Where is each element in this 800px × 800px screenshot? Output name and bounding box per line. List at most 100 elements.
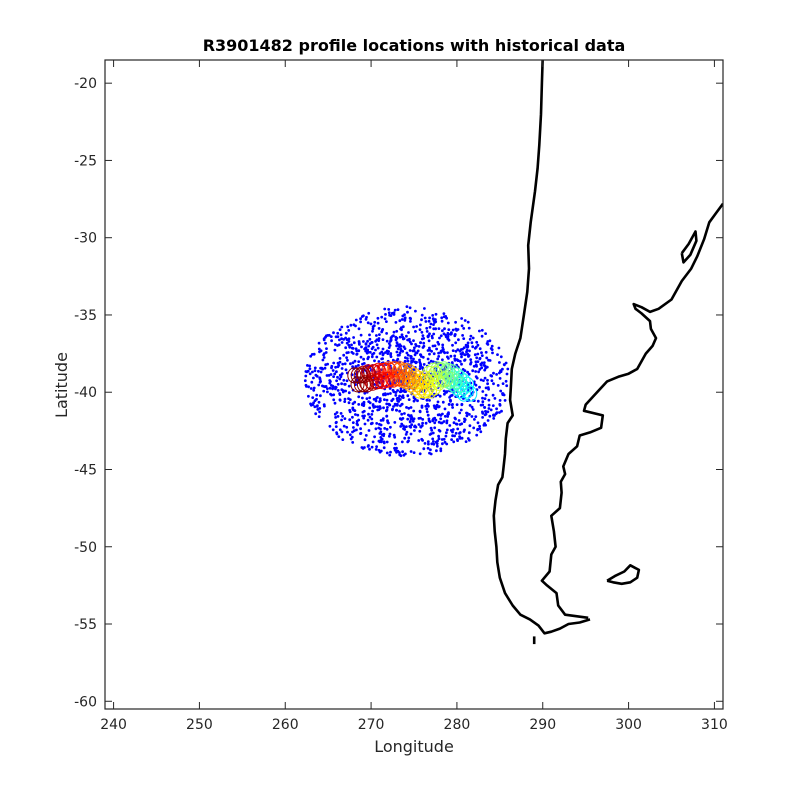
historical-point: [456, 348, 460, 351]
historical-point: [477, 370, 480, 374]
trajectory-point: [423, 382, 437, 399]
historical-point: [406, 440, 410, 444]
historical-point: [379, 423, 383, 427]
y-tick-label: -30: [74, 231, 97, 247]
historical-point: [335, 432, 339, 436]
historical-point: [407, 406, 411, 410]
historical-point: [318, 410, 321, 414]
historical-point: [359, 333, 363, 337]
historical-point: [367, 344, 371, 348]
historical-point: [361, 414, 365, 418]
historical-point: [343, 362, 347, 366]
historical-point: [307, 385, 310, 389]
historical-point: [393, 402, 397, 406]
historical-point: [499, 389, 503, 393]
historical-point: [466, 320, 470, 324]
historical-point: [421, 418, 425, 421]
historical-point: [470, 415, 474, 418]
historical-point: [460, 324, 464, 328]
historical-point: [386, 406, 389, 409]
historical-point: [347, 340, 351, 343]
historical-point: [306, 369, 310, 373]
historical-point: [480, 361, 484, 365]
historical-point: [441, 442, 444, 446]
historical-point: [418, 409, 422, 413]
historical-point: [342, 338, 346, 341]
historical-point: [451, 349, 455, 352]
historical-point: [315, 393, 319, 397]
historical-point: [351, 407, 355, 411]
historical-point: [450, 361, 454, 364]
historical-point: [478, 424, 481, 428]
historical-point: [380, 357, 384, 361]
historical-point: [385, 402, 389, 406]
historical-point: [304, 374, 308, 378]
historical-point: [440, 438, 444, 441]
historical-point: [333, 401, 337, 405]
y-axis-label: Latitude: [52, 352, 71, 418]
historical-point: [312, 386, 316, 390]
x-axis-label: Longitude: [374, 737, 454, 756]
historical-point: [372, 324, 376, 328]
historical-point: [341, 414, 344, 418]
y-axis: -20 -25 -30 -35 -40 -45 -50 -55 -60: [74, 76, 723, 710]
historical-point: [309, 387, 313, 390]
historical-point: [427, 339, 431, 343]
historical-point: [471, 408, 475, 411]
historical-point: [398, 345, 401, 348]
historical-point: [317, 369, 320, 373]
historical-point: [471, 369, 475, 373]
historical-point: [376, 405, 380, 409]
historical-point: [309, 402, 312, 406]
historical-point: [456, 439, 459, 442]
historical-point: [387, 342, 391, 345]
trajectory-point: [403, 376, 418, 393]
historical-point: [396, 389, 399, 392]
historical-point: [328, 424, 332, 428]
historical-point: [478, 347, 482, 351]
historical-point: [423, 307, 426, 310]
historical-point: [379, 427, 382, 431]
historical-point: [399, 327, 402, 331]
historical-point: [398, 335, 402, 339]
historical-point: [430, 428, 434, 432]
historical-point: [352, 341, 356, 345]
historical-point: [361, 362, 364, 366]
historical-point: [366, 350, 370, 354]
historical-point: [489, 374, 493, 377]
historical-point: [492, 382, 495, 386]
historical-point: [383, 427, 387, 430]
historical-point: [336, 415, 340, 418]
historical-point: [362, 357, 365, 361]
historical-point: [379, 399, 382, 402]
historical-point: [505, 372, 509, 376]
historical-point: [439, 349, 443, 353]
historical-point: [437, 405, 441, 409]
historical-point: [463, 359, 466, 362]
x-tick-label: 280: [444, 717, 471, 733]
historical-point: [434, 327, 437, 331]
historical-point: [395, 446, 398, 450]
historical-point: [383, 307, 387, 311]
historical-point: [482, 423, 486, 427]
historical-point: [482, 379, 485, 382]
historical-point: [409, 406, 413, 409]
historical-point: [446, 415, 450, 418]
historical-point: [480, 351, 483, 355]
historical-point: [368, 415, 372, 419]
historical-point: [328, 386, 332, 390]
historical-point: [493, 397, 497, 400]
historical-point: [329, 335, 333, 338]
historical-point: [395, 329, 399, 333]
historical-point: [340, 430, 344, 434]
historical-point: [383, 392, 387, 395]
historical-point: [371, 345, 375, 349]
historical-point: [410, 415, 414, 419]
historical-point: [369, 322, 373, 326]
historical-point: [455, 403, 459, 406]
historical-point: [504, 361, 508, 365]
historical-point: [460, 317, 463, 320]
historical-point: [443, 407, 447, 411]
historical-point: [497, 346, 501, 350]
x-tick-label: 300: [615, 717, 642, 733]
